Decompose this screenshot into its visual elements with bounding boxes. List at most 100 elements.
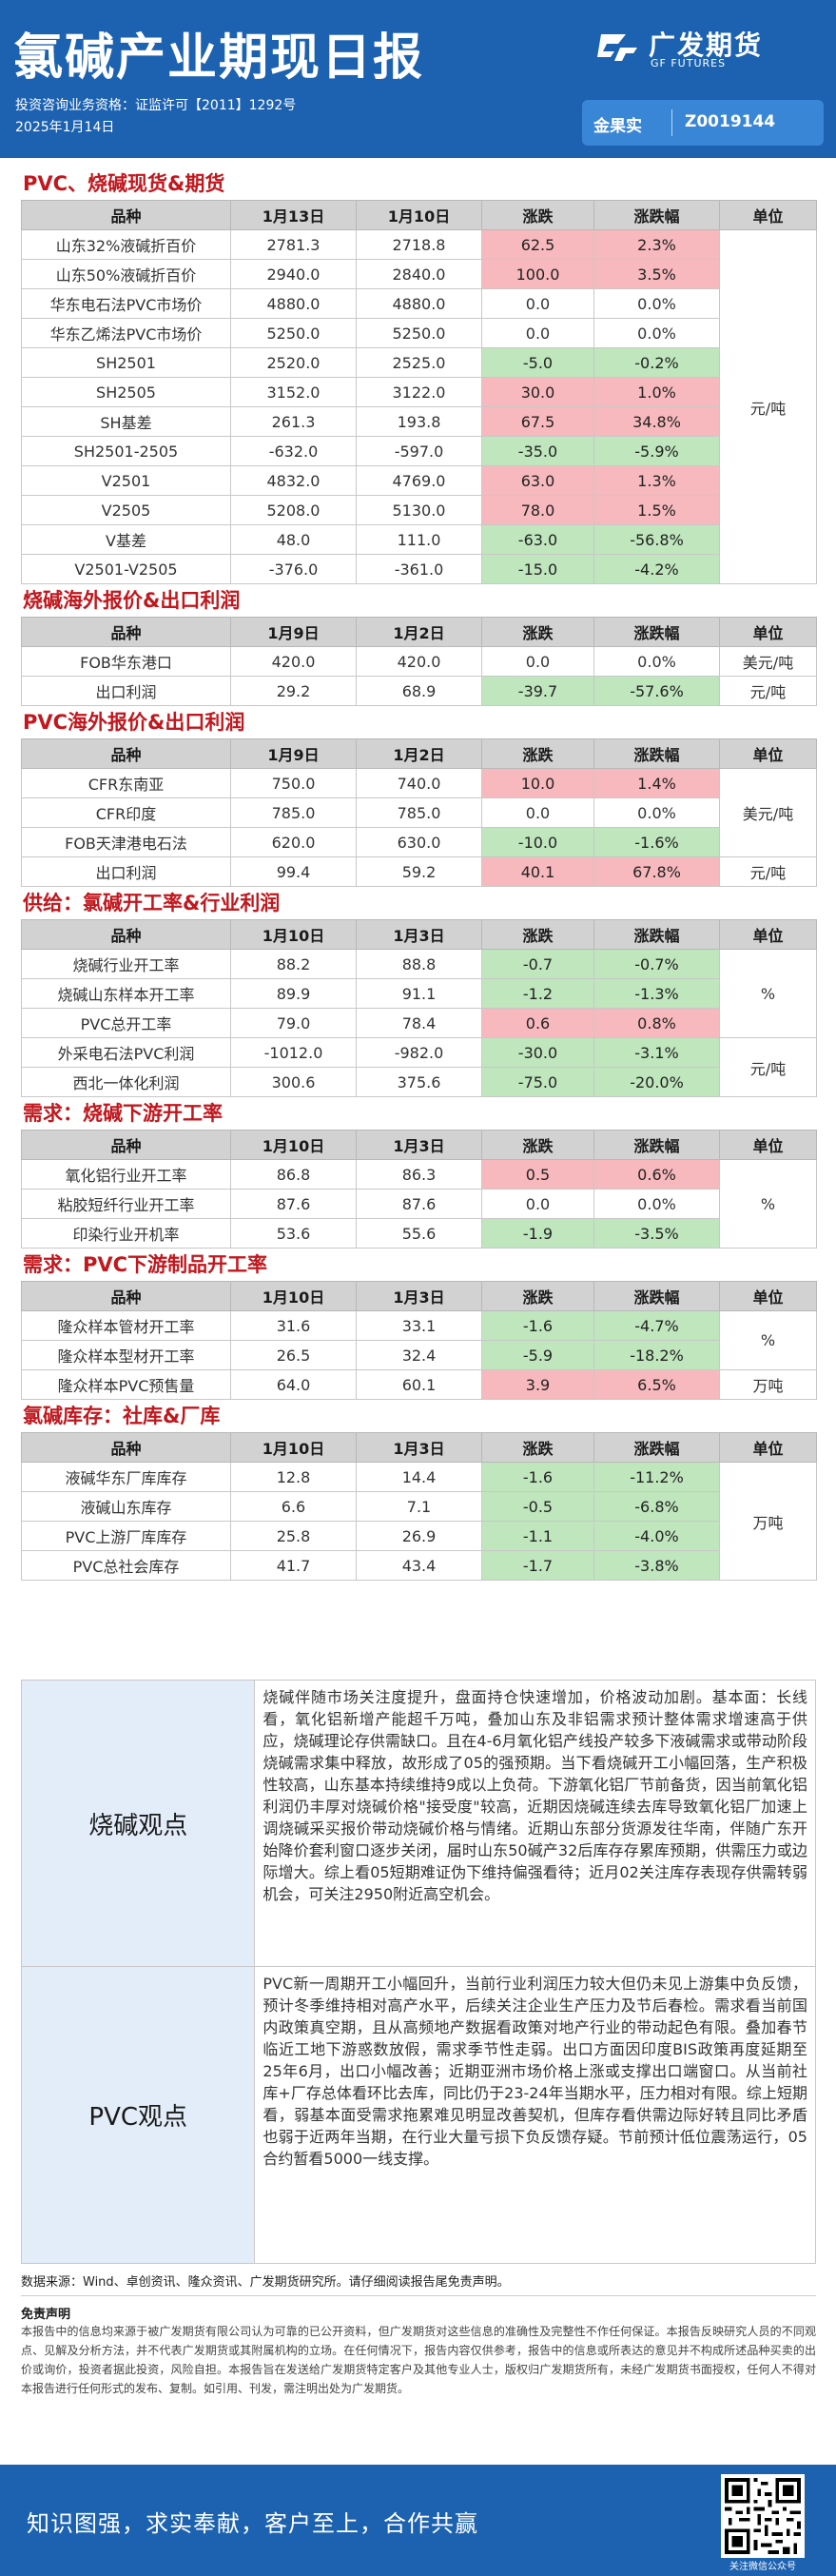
change-percent: -11.2%	[593, 1462, 720, 1492]
data-table: 品种 1月13日 1月10日 涨跌 涨跌幅 单位 山东32%液碱折百价 2781.3 2718.…	[21, 200, 817, 584]
data-source: 数据来源：Wind、卓创资讯、隆众资讯、广发期货研究所。请仔细阅读报告尾免责声明…	[21, 2266, 816, 2296]
current-value: 420.0	[230, 646, 357, 677]
change-value: 30.0	[481, 377, 594, 407]
section-title: 烧碱海外报价&出口利润	[23, 589, 241, 612]
previous-value: 33.1	[356, 1310, 482, 1341]
table-row: 氧化铝行业开工率 86.8 86.3 0.5 0.6%%	[21, 1159, 817, 1249]
current-value: 29.2	[230, 676, 357, 706]
change-value: -10.0	[481, 827, 594, 857]
change-percent: 0.0%	[593, 646, 720, 677]
change-value: 0.0	[481, 288, 594, 319]
item-name: PVC总开工率	[21, 1008, 231, 1038]
analyst-name: 金果实	[593, 117, 642, 136]
change-percent: 1.5%	[593, 495, 720, 525]
change-value: 10.0	[481, 768, 594, 798]
change-value: -1.2	[481, 978, 594, 1009]
column-header: 单位	[719, 1130, 817, 1160]
current-value: 785.0	[230, 797, 357, 828]
column-header: 单位	[719, 1432, 817, 1463]
change-percent: 34.8%	[593, 406, 720, 437]
previous-value: 26.9	[356, 1521, 482, 1551]
column-header: 涨跌	[481, 738, 594, 769]
analyst-certificate: 金果实 Z0019144	[582, 100, 824, 146]
view-text: 烧碱伴随市场关注度提升，盘面持仓快速增加，价格波动加剧。基本面：长线看，氧化铝新…	[262, 1688, 807, 1903]
item-name: 烧碱行业开工率	[21, 949, 231, 979]
unit-cell: 美元/吨	[719, 768, 817, 857]
column-header: 单位	[719, 200, 817, 230]
table-section: PVC海外报价&出口利润 品种 1月9日 1月2日 涨跌 涨跌幅 单位 CFR东南亚 750.0…	[21, 706, 817, 887]
item-name: 山东32%液碱折百价	[21, 229, 231, 260]
table-header-row: 品种 1月10日 1月3日 涨跌 涨跌幅 单位	[21, 919, 817, 950]
table-row: 华东乙烯法PVC市场价 5250.0 5250.0 0.0 0.0%	[21, 318, 817, 348]
change-percent: 0.8%	[593, 1008, 720, 1038]
item-name: 隆众样本管材开工率	[21, 1310, 231, 1341]
table-row: 华东电石法PVC市场价 4880.0 4880.0 0.0 0.0%	[21, 288, 817, 319]
change-percent: -0.7%	[593, 949, 720, 979]
previous-value: 3122.0	[356, 377, 482, 407]
change-percent: 0.0%	[593, 1189, 720, 1219]
table-row: 外采电石法PVC利润 -1012.0 -982.0 -30.0 -3.1% 元/吨	[21, 1037, 817, 1097]
column-header: 1月9日	[230, 738, 357, 769]
section-title: 需求：烧碱下游开工率	[23, 1102, 223, 1125]
change-percent: 0.0%	[593, 318, 720, 348]
table-header-row: 品种 1月10日 1月3日 涨跌 涨跌幅 单位	[21, 1281, 817, 1311]
footer-bar: 知识图强，求实奉献，客户至上，合作共赢 关注微信公众号	[0, 2465, 836, 2576]
current-value: 2781.3	[230, 229, 357, 260]
item-name: 出口利润	[21, 856, 231, 887]
current-value: 4880.0	[230, 288, 357, 319]
item-name: 山东50%液碱折百价	[21, 259, 231, 289]
column-header: 单位	[719, 617, 817, 647]
column-header: 1月10日	[230, 919, 357, 950]
previous-value: 2840.0	[356, 259, 482, 289]
table-row: FOB华东港口 420.0 420.0 0.0 0.0% 美元/吨	[21, 646, 817, 677]
unit-cell: %	[719, 949, 817, 1038]
column-header: 单位	[719, 919, 817, 950]
previous-value: 4880.0	[356, 288, 482, 319]
slogan: 知识图强，求实奉献，客户至上，合作共赢	[27, 2510, 478, 2537]
current-value: -376.0	[230, 554, 357, 584]
table-section: 需求：PVC下游制品开工率品种 1月10日 1月3日 涨跌 涨跌幅 单位 隆众样本管材开工率…	[21, 1249, 817, 1400]
item-name: CFR东南亚	[21, 768, 231, 798]
unit-cell: 元/吨	[719, 1037, 817, 1097]
change-value: -15.0	[481, 554, 594, 584]
section-title: 需求：PVC下游制品开工率	[23, 1253, 268, 1276]
change-value: -1.6	[481, 1462, 594, 1492]
current-value: 620.0	[230, 827, 357, 857]
current-value: -1012.0	[230, 1037, 357, 1068]
previous-value: 2718.8	[356, 229, 482, 260]
qualification-text: 投资咨询业务资格：证监许可【2011】1292号	[15, 98, 297, 113]
item-name: 出口利润	[21, 676, 231, 706]
current-value: 750.0	[230, 768, 357, 798]
current-value: 5250.0	[230, 318, 357, 348]
data-tables: PVC、烧碱现货&期货 品种 1月13日 1月10日 涨跌 涨跌幅 单位 山东32%液碱折百价…	[21, 167, 817, 1581]
table-row: CFR东南亚 750.0 740.0 10.0 1.4% 美元/吨	[21, 768, 817, 857]
column-header: 1月9日	[230, 617, 357, 647]
data-table: 品种 1月9日 1月2日 涨跌 涨跌幅 单位 FOB华东港口 420.0 420.0 0.0 0.0…	[21, 617, 817, 706]
column-header: 1月3日	[356, 1130, 482, 1160]
change-percent: -6.8%	[593, 1491, 720, 1522]
change-value: 0.0	[481, 646, 594, 677]
gf-futures-logo: 广发期货 GF FUTURES	[597, 23, 816, 72]
current-value: -632.0	[230, 436, 357, 466]
views-section: 烧碱观点 烧碱伴随市场关注度提升，盘面持仓快速增加，价格波动加剧。基本面：长线看…	[21, 1680, 816, 2264]
column-header: 涨跌	[481, 1281, 594, 1311]
change-percent: 0.6%	[593, 1159, 720, 1190]
table-row: 出口利润 29.2 68.9 -39.7 -57.6% 元/吨	[21, 676, 817, 706]
previous-value: 86.3	[356, 1159, 482, 1190]
column-header: 涨跌幅	[593, 200, 720, 230]
table-row: FOB天津港电石法 620.0 630.0 -10.0 -1.6%	[21, 827, 817, 857]
table-row: 西北一体化利润 300.6 375.6 -75.0 -20.0%	[21, 1067, 817, 1097]
previous-value: 2525.0	[356, 347, 482, 378]
column-header: 品种	[21, 200, 231, 230]
current-value: 88.2	[230, 949, 357, 979]
change-percent: -0.2%	[593, 347, 720, 378]
column-header: 品种	[21, 919, 231, 950]
previous-value: -982.0	[356, 1037, 482, 1068]
table-row: 隆众样本PVC预售量 64.0 60.1 3.9 6.5% 万吨	[21, 1369, 817, 1400]
change-value: -63.0	[481, 524, 594, 555]
change-percent: -4.0%	[593, 1521, 720, 1551]
previous-value: 55.6	[356, 1218, 482, 1249]
change-percent: -20.0%	[593, 1067, 720, 1097]
column-header: 1月10日	[230, 1281, 357, 1311]
current-value: 87.6	[230, 1189, 357, 1219]
